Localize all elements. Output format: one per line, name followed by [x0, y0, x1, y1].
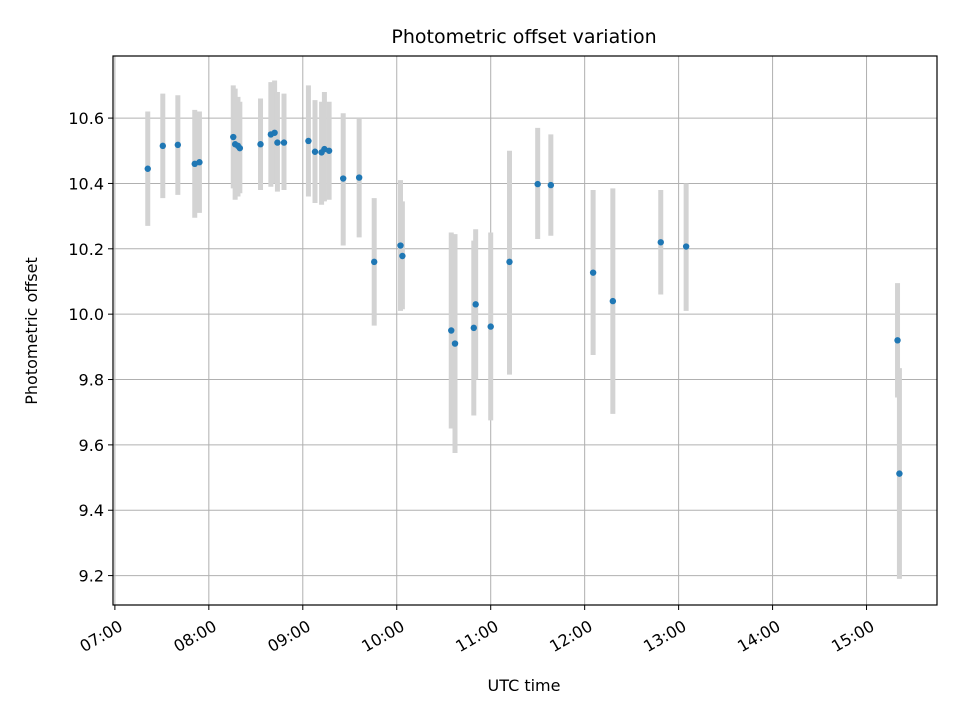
data-point	[399, 252, 406, 260]
chart-title: Photometric offset variation	[391, 26, 656, 48]
data-point	[896, 470, 903, 477]
y-axis: 9.2 9.4 9.6 9.8 10.0 10.2 10.4 10.6	[68, 109, 113, 586]
data-point	[274, 139, 281, 146]
data-point	[355, 174, 363, 181]
data-point	[657, 239, 664, 246]
data-point	[236, 144, 244, 152]
data-point	[325, 147, 333, 154]
y-axis-title: Photometric offset	[22, 257, 41, 405]
data-point	[609, 297, 617, 305]
data-point	[506, 258, 513, 266]
data-point	[196, 159, 203, 166]
data-point	[448, 327, 455, 334]
data-point	[305, 137, 312, 145]
data-point	[230, 133, 237, 141]
data-point	[534, 180, 541, 188]
data-point	[159, 142, 166, 150]
y-tick-label: 10.0	[68, 305, 104, 324]
data-point	[311, 148, 319, 155]
data-point	[280, 139, 288, 146]
data-point	[547, 181, 555, 189]
data-point	[472, 301, 479, 308]
data-point	[370, 258, 378, 266]
data-point	[257, 141, 264, 148]
data-point	[339, 175, 347, 182]
y-tick-label: 9.6	[79, 436, 104, 455]
plot-frame	[112, 55, 938, 606]
data-point	[174, 141, 182, 149]
y-tick-label: 10.4	[68, 174, 104, 193]
data-point	[397, 242, 404, 249]
grid	[113, 56, 937, 605]
data-point	[894, 337, 901, 344]
data-point	[144, 165, 151, 172]
data-point	[589, 269, 597, 276]
data-point	[470, 324, 477, 332]
y-tick-label: 10.2	[68, 240, 104, 259]
y-tick-label: 9.8	[79, 371, 104, 390]
data-point	[271, 129, 278, 136]
data-point	[487, 323, 494, 330]
y-tick-label: 9.2	[79, 567, 104, 586]
data-point	[451, 340, 459, 347]
y-tick-label: 10.6	[68, 109, 104, 128]
data-point	[682, 243, 690, 250]
x-axis-title: UTC time	[488, 676, 561, 695]
y-tick-label: 9.4	[79, 501, 104, 520]
data-points	[144, 129, 903, 477]
